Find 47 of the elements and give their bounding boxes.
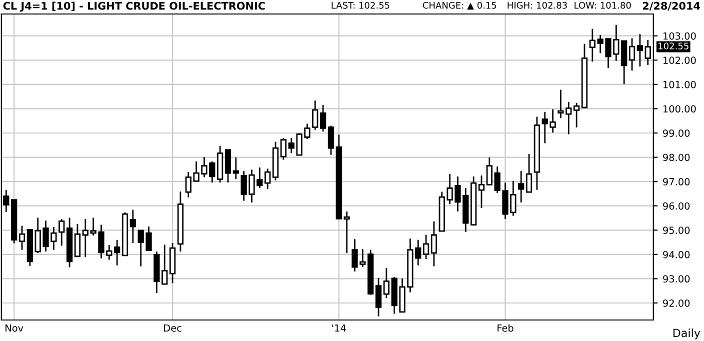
- text: HIGH: 102.83: [508, 2, 567, 9]
- text: CHANGE: ▲ 0.15: [422, 2, 496, 10]
- candlestick: [264, 168, 271, 190]
- candlestick: [628, 38, 636, 72]
- chart-title: CL J4=1 [10] - LIGHT CRUDE OIL-ELECTRONIC: [3, 2, 265, 12]
- candlestick: [232, 156, 239, 180]
- y-tick-label: 100.00: [664, 105, 696, 113]
- candlestick: [589, 28, 596, 62]
- x-tick-label: '14: [332, 324, 346, 332]
- candlestick: [114, 239, 120, 266]
- candlestick: [573, 102, 580, 128]
- candlestick: [224, 149, 232, 184]
- candlestick: [18, 225, 26, 251]
- y-tick-label: 101.00: [664, 80, 696, 88]
- y-tick-label: 94.00: [663, 250, 690, 258]
- candlestick: [320, 104, 326, 132]
- candlestick: [478, 174, 485, 209]
- text: Daily: [673, 328, 700, 340]
- x-tick-label: Feb: [498, 324, 514, 332]
- candlestick: [486, 156, 492, 186]
- candlestick: [644, 39, 651, 66]
- y-tick-label: 98.00: [663, 154, 690, 162]
- y-tick-label: 102.00: [664, 56, 696, 64]
- y-tick-label: 97.00: [663, 178, 690, 186]
- y-tick-label: 92.00: [663, 299, 690, 307]
- candlestick: [74, 223, 81, 258]
- y-tick-label: 103.00: [664, 32, 696, 40]
- y-tick-label: 96.00: [663, 202, 690, 210]
- text: LAST: 102.55: [332, 2, 390, 9]
- candlestick: [130, 209, 136, 244]
- x-tick-label: Dec: [164, 324, 182, 332]
- candlestick: [518, 170, 524, 204]
- y-tick-label: 95.00: [663, 226, 690, 234]
- candlestick: [526, 153, 532, 193]
- text: LOW: 101.80: [574, 2, 631, 9]
- text: 102.55: [658, 42, 688, 50]
- candlestick: [280, 137, 287, 160]
- y-tick-label: 99.00: [663, 129, 690, 137]
- candlestick: [383, 267, 390, 299]
- text: 2/28/2014: [642, 2, 700, 11]
- candlestick: [636, 33, 644, 68]
- candlestick: [430, 220, 438, 268]
- candlestick: [328, 125, 334, 156]
- y-tick-label: 93.00: [663, 275, 690, 283]
- candlestick: [375, 277, 382, 318]
- x-tick-label: Nov: [6, 324, 24, 332]
- candlestick: [422, 234, 430, 260]
